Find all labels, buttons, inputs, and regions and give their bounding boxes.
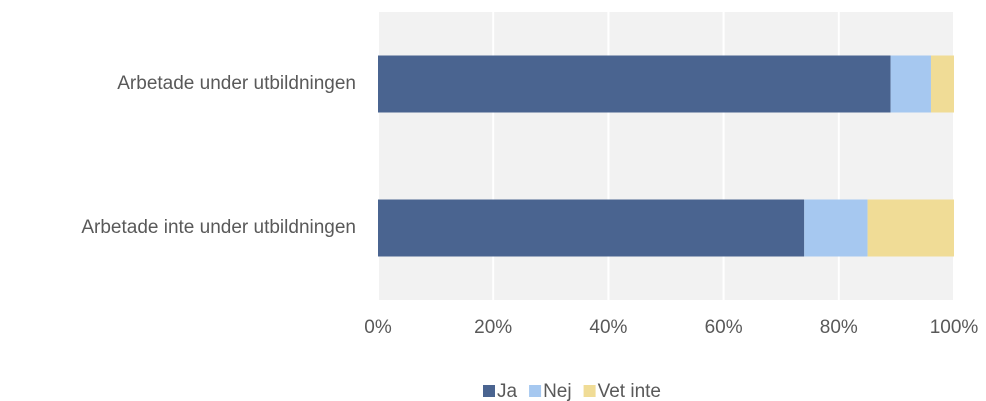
legend-label: Ja <box>497 381 518 401</box>
x-tick-label: 100% <box>930 317 979 338</box>
bar-segment <box>378 55 891 113</box>
bar-segment <box>867 199 954 257</box>
bar-segment <box>890 55 931 113</box>
bar-segment <box>930 55 954 113</box>
x-tick-label: 0% <box>364 317 392 338</box>
x-tick-label: 80% <box>820 317 858 338</box>
y-tick-label: Arbetade under utbildningen <box>117 73 356 94</box>
legend-swatch <box>583 385 596 397</box>
legend-swatch <box>529 385 542 397</box>
legend-swatch <box>483 385 495 397</box>
bar-segment <box>378 199 805 257</box>
bar-segment <box>804 199 868 257</box>
plot-area <box>378 12 954 300</box>
y-tick-label: Arbetade inte under utbildningen <box>81 217 356 238</box>
x-tick-label: 40% <box>589 317 627 338</box>
legend-label: Vet inte <box>598 381 661 401</box>
x-tick-label: 20% <box>474 317 512 338</box>
legend-label: Nej <box>543 381 572 401</box>
x-tick-label: 60% <box>705 317 743 338</box>
